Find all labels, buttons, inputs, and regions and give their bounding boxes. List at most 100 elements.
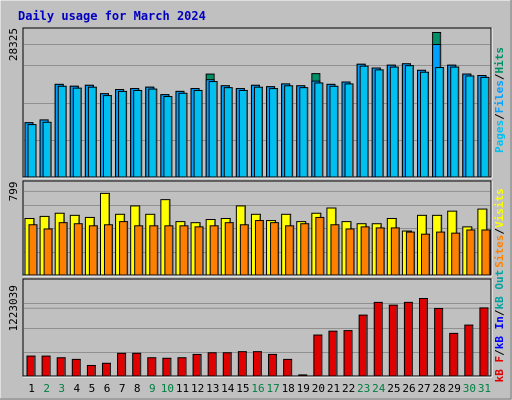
day-label: 27 [417,382,430,395]
day-label: 6 [104,382,111,395]
day-label: 31 [478,382,491,395]
bar-kb-f [343,330,353,377]
bar-pages [465,75,475,178]
bar-pages [435,67,445,178]
bar-pages [450,66,460,178]
bar-sites [164,225,174,276]
day-label: 11 [176,382,189,395]
bar-kb-f [177,357,187,377]
bar-sites [451,232,461,276]
day-label: 16 [251,382,264,395]
legend-entry-sep: / [493,228,506,235]
bar-kb-f [373,301,383,377]
bar-kb-f [464,324,474,377]
bar-sites [134,225,144,276]
bar-kb-f [147,357,157,377]
bar-pages [102,95,112,178]
bar-kb-f [207,352,217,377]
legend-entry-sites: Sites [493,235,506,268]
bar-kb-f [101,362,111,377]
bar-kb-f [117,352,127,377]
chart-panels: 28325Pages/Files/Hits799Sites/Visits1223… [7,27,506,383]
legend-middle: Sites/Visits [493,188,506,268]
day-label: 29 [448,382,461,395]
bar-pages [299,87,309,178]
bar-sites [375,227,385,276]
bar-sites [88,225,98,276]
bar-sites [360,226,370,276]
day-label: 15 [236,382,249,395]
day-labels: 1 2 3 4 5 6 7 8 9 10 11 12 13 14 15 16 17 18 19 20 21 22 23 24 2… [28,382,491,395]
legend-entry-kb_in: kB In [493,316,506,349]
y-max-label: 28325 [7,28,20,61]
bar-sites [481,229,491,276]
bar-sites [285,225,295,276]
day-label: 19 [297,382,310,395]
day-label: 9 [149,382,156,395]
chart-title: Daily usage for March 2024 [18,9,206,23]
legend-entry-sep: / [493,73,506,80]
bar-pages [148,88,158,178]
bar-pages [359,65,369,178]
day-label: 2 [43,382,50,395]
bar-kb-f [283,358,293,377]
bar-kb-f [41,355,51,377]
bar-pages [208,81,218,178]
panel-hits-files-pages: 28325 Pages/Files/Hits [7,27,506,179]
day-label: 3 [58,382,65,395]
bar-sites [194,226,204,276]
bar-kb-f [403,301,413,377]
bar-pages [178,92,188,178]
bar-kb-f [237,351,247,377]
bar-kb-f [71,358,81,377]
bar-pages [329,85,339,178]
day-label: 1 [28,382,35,395]
legend-entry-hits: Hits [493,47,506,74]
bar-sites [149,225,159,276]
bar-sites [103,224,113,276]
legend-top: Pages/Files/Hits [493,47,506,153]
bar-pages [27,124,37,178]
bar-sites [254,220,264,276]
bar-sites [315,216,325,276]
day-label: 26 [402,382,415,395]
bar-kb-f [56,357,66,377]
bar-pages [72,87,82,178]
bar-pages [480,76,490,178]
bar-sites [300,223,310,276]
bar-kb-f [388,304,398,377]
day-label: 23 [357,382,370,395]
day-label: 8 [134,382,141,395]
bar-pages [284,85,294,178]
bar-kb-f [419,298,429,377]
day-label: 10 [161,382,174,395]
bar-pages [223,87,233,178]
legend-entry-kb_out: kB Out [493,270,506,310]
bar-sites [179,225,189,276]
legend-entry-sep: / [493,309,506,316]
bar-sites [28,224,38,276]
bar-sites [58,222,68,276]
bar-kb-f [298,374,308,377]
bar-kb-f [192,353,202,377]
bar-pages [118,90,128,178]
bar-sites [73,223,83,276]
bar-pages [238,89,248,178]
bar-pages [253,86,263,178]
legend-entry-kb_f: kB F [493,356,506,383]
bar-sites [390,227,400,276]
bar-kb-f [313,334,323,377]
day-label: 4 [74,382,81,395]
bar-pages [193,89,203,178]
y-max-label: 799 [7,181,20,201]
day-label: 13 [206,382,219,395]
bar-pages [420,71,430,178]
bar-pages [344,83,354,178]
bar-pages [57,85,67,178]
bar-pages [163,96,173,178]
bar-pages [374,69,384,178]
day-label: 25 [387,382,400,395]
bar-pages [87,86,97,178]
day-label: 28 [433,382,446,395]
